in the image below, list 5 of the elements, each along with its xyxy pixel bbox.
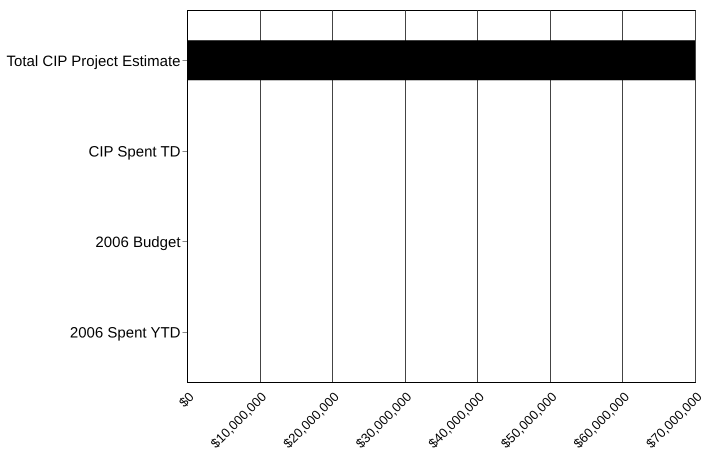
y-tick-label: 2006 Spent YTD [70,324,181,342]
y-tick-label: 2006 Budget [95,234,182,251]
y-tick-label: CIP Spent TD [88,143,181,160]
y-tick-label: Total CIP Project Estimate [6,52,180,70]
x-tick-label: $0 [176,389,197,410]
